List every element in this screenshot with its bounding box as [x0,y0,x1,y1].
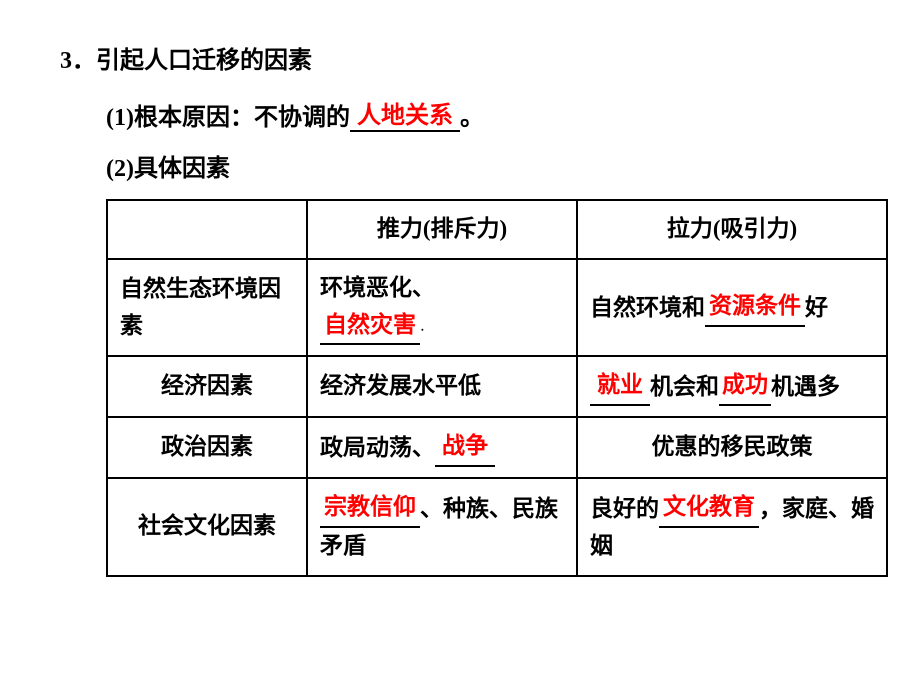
row2-pull-fill2: 成功 [722,372,768,397]
row4-pull-fill: 文化教育 [663,494,755,519]
row4-push-fill: 宗教信仰 [324,494,416,519]
header-push: 推力(排斥力) [307,200,577,259]
root-cause-fill: 人地关系 [357,103,453,129]
header-pull: 拉力(吸引力) [577,200,887,259]
row2-pull-fill1: 就业 [597,372,643,397]
root-cause-blank: 人地关系 [350,95,460,132]
factors-table: 推力(排斥力) 拉力(吸引力) 自然生态环境因素 环境恶化、 自然灾害 ． 自然环… [106,199,888,577]
row2-pull-blank1: 就业 [590,367,650,406]
root-cause-line: (1)根本原因：不协调的人地关系。 [106,95,860,132]
table-header-row: 推力(排斥力) 拉力(吸引力) [107,200,887,259]
row1-push-fill: 自然灾害 [324,312,416,337]
row1-pull-prefix: 自然环境和 [590,295,705,320]
row4-label: 社会文化因素 [107,478,307,576]
row4-pull-blank: 文化教育 [659,489,759,528]
table-row: 经济因素 经济发展水平低 就业机会和成功机遇多 [107,356,887,417]
root-cause-suffix: 。 [460,105,484,131]
table-row: 自然生态环境因素 环境恶化、 自然灾害 ． 自然环境和资源条件好 [107,259,887,357]
row3-push: 政局动荡、战争 [307,417,577,478]
row1-pull-suffix: 好 [805,295,828,320]
row1-push: 环境恶化、 自然灾害 ． [307,259,577,357]
root-cause-prefix: (1)根本原因：不协调的 [106,105,350,131]
row3-pull: 优惠的移民政策 [577,417,887,478]
row4-push: 宗教信仰、种族、民族矛盾 [307,478,577,576]
row1-label: 自然生态环境因素 [107,259,307,357]
row1-pull-blank: 资源条件 [705,288,805,327]
row4-pull: 良好的文化教育，家庭、婚姻 [577,478,887,576]
section-heading: 3．引起人口迁移的因素 [60,40,860,75]
row3-push-prefix: 政局动荡、 [320,435,435,460]
row2-pull-suffix: 机遇多 [771,374,840,399]
row1-pull-fill: 资源条件 [709,293,801,318]
table-row: 社会文化因素 宗教信仰、种族、民族矛盾 良好的文化教育，家庭、婚姻 [107,478,887,576]
row2-pull-blank2: 成功 [719,367,771,406]
row2-push: 经济发展水平低 [307,356,577,417]
row3-push-blank: 战争 [435,428,495,467]
row2-pull: 就业机会和成功机遇多 [577,356,887,417]
row1-pull: 自然环境和资源条件好 [577,259,887,357]
row1-push-blank: 自然灾害 [320,307,420,346]
row1-push-dot: ． [420,322,430,333]
row4-push-blank: 宗教信仰 [320,489,420,528]
row3-label: 政治因素 [107,417,307,478]
row1-push-prefix: 环境恶化、 [320,275,435,300]
row4-pull-prefix: 良好的 [590,496,659,521]
row3-push-fill: 战争 [442,433,488,458]
row2-pull-mid: 机会和 [650,374,719,399]
table-row: 政治因素 政局动荡、战争 优惠的移民政策 [107,417,887,478]
row2-label: 经济因素 [107,356,307,417]
header-empty [107,200,307,259]
specific-factors-label: (2)具体因素 [106,148,860,183]
